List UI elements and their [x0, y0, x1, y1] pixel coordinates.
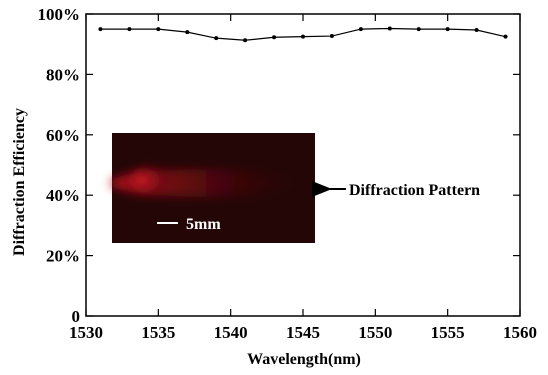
y-axis-title: Diffraction Efficiency — [11, 108, 28, 256]
data-point — [358, 27, 363, 32]
y-tick-label: 80% — [46, 65, 80, 84]
data-point — [243, 38, 248, 43]
data-point — [127, 27, 132, 32]
data-point — [156, 27, 161, 32]
data-point — [387, 26, 392, 31]
x-tick-label: 1540 — [214, 323, 248, 342]
data-point — [474, 28, 479, 33]
y-tick-label: 0 — [72, 307, 81, 326]
y-tick-label: 100% — [38, 5, 81, 24]
x-axis-title: Wavelength(nm) — [247, 351, 361, 368]
inset-annotation-label: Diffraction Pattern — [349, 182, 480, 199]
data-point — [329, 34, 334, 39]
efficiency-series — [98, 26, 508, 43]
data-point — [503, 34, 508, 39]
data-point — [301, 34, 305, 39]
y-tick-label: 40% — [46, 186, 80, 205]
x-tick-label: 1550 — [358, 323, 392, 342]
scale-bar-label: 5mm — [186, 216, 221, 233]
data-point — [214, 36, 219, 41]
x-tick-label: 1535 — [141, 323, 175, 342]
y-axis-tick-labels: 0 20% 40% 60% 80% 100% — [38, 5, 81, 326]
x-tick-label: 1555 — [431, 323, 465, 342]
y-axis-ticks — [86, 13, 520, 317]
diffraction-pattern-inset: 5mm — [110, 133, 315, 243]
x-axis-tick-labels: 1530 1535 1540 1545 1550 1555 1560 — [69, 323, 537, 342]
data-point — [272, 35, 277, 40]
data-point — [445, 27, 450, 32]
data-point — [416, 27, 421, 32]
x-tick-label: 1545 — [286, 323, 320, 342]
x-tick-label: 1530 — [69, 323, 103, 342]
x-tick-label: 1560 — [503, 323, 537, 342]
data-point — [185, 30, 190, 35]
y-tick-label: 60% — [46, 126, 80, 145]
y-tick-label: 20% — [46, 247, 80, 266]
data-point — [98, 27, 103, 32]
x-axis-ticks — [85, 14, 521, 316]
